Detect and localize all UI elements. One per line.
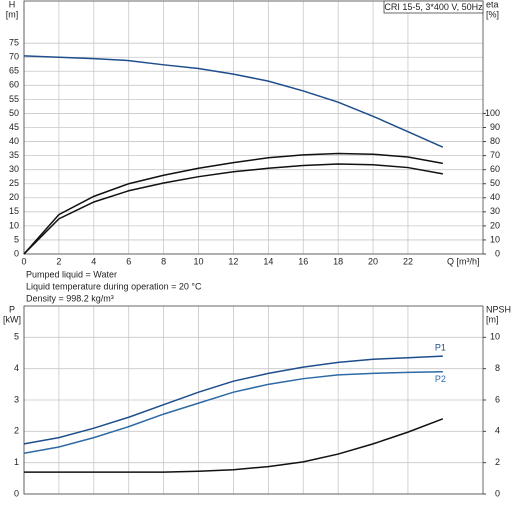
y2-axis-label: [m] <box>486 314 499 324</box>
y-tick-label: 30 <box>9 164 19 174</box>
y-tick-label: 0 <box>14 248 19 258</box>
y2-tick-label: 100 <box>485 108 500 118</box>
y-axis-label: [kW] <box>3 314 21 324</box>
y2-tick-label: 60 <box>490 164 500 174</box>
y-tick-label: 25 <box>9 178 19 188</box>
x-tick-label: 0 <box>21 256 26 266</box>
y2-tick-label: 0 <box>495 248 500 258</box>
y2-tick-label: 0 <box>495 488 500 498</box>
series-line <box>24 418 444 473</box>
y-tick-label: 1 <box>14 457 19 467</box>
y2-axis-label: NPSH <box>486 304 511 314</box>
y-axis-label: P <box>9 304 15 314</box>
y2-tick-label: 80 <box>490 136 500 146</box>
y-tick-label: 35 <box>9 150 19 160</box>
y-tick-label: 5 <box>14 332 19 342</box>
y-tick-label: 0 <box>14 488 19 498</box>
y-tick-label: 3 <box>14 394 19 404</box>
y2-tick-label: 8 <box>495 363 500 373</box>
y-axis-label: H <box>9 0 16 9</box>
y2-tick-label: 6 <box>495 394 500 404</box>
x-tick-label: 20 <box>368 256 378 266</box>
y2-tick-label: 10 <box>490 332 500 342</box>
y2-tick-label: 2 <box>495 457 500 467</box>
info-line: Liquid temperature during operation = 20… <box>26 281 202 291</box>
x-tick-label: 8 <box>161 256 166 266</box>
y-tick-label: 40 <box>9 136 19 146</box>
y2-tick-label: 90 <box>490 122 500 132</box>
y-tick-label: 15 <box>9 206 19 216</box>
y-tick-label: 55 <box>9 94 19 104</box>
series-line <box>23 152 443 255</box>
info-line: Density = 998.2 kg/m³ <box>26 293 114 303</box>
y-tick-label: 10 <box>9 220 19 230</box>
plot-frame <box>23 0 484 255</box>
y-tick-label: 70 <box>9 52 19 62</box>
y2-axis-label: [%] <box>486 9 499 19</box>
y-tick-label: 75 <box>9 38 19 48</box>
y2-axis-label: eta <box>486 0 499 9</box>
y-tick-label: 45 <box>9 122 19 132</box>
x-tick-label: 10 <box>194 256 204 266</box>
x-axis-label: Q [m³/h] <box>447 256 480 266</box>
series-label: P1 <box>435 343 446 353</box>
x-tick-label: 6 <box>126 256 131 266</box>
y-tick-label: 2 <box>14 426 19 436</box>
y-tick-label: 20 <box>9 192 19 202</box>
x-tick-label: 2 <box>56 256 61 266</box>
y2-tick-label: 30 <box>490 206 500 216</box>
x-tick-label: 18 <box>333 256 343 266</box>
info-line: Pumped liquid = Water <box>26 269 117 279</box>
y2-tick-label: 10 <box>490 234 500 244</box>
y-tick-label: 65 <box>9 66 19 76</box>
y-tick-label: 5 <box>14 234 19 244</box>
title-box <box>383 0 484 14</box>
series-line <box>23 355 443 445</box>
x-tick-label: 12 <box>228 256 238 266</box>
y-tick-label: 50 <box>9 108 19 118</box>
series-label: P2 <box>435 374 446 384</box>
y-tick-label: 4 <box>14 363 19 373</box>
x-tick-label: 14 <box>263 256 273 266</box>
y2-tick-label: 70 <box>490 150 500 160</box>
chart-title: CRI 15-5, 3*400 V, 50Hz <box>384 2 483 12</box>
x-tick-label: 16 <box>298 256 308 266</box>
x-tick-label: 22 <box>403 256 413 266</box>
y-axis-label: [m] <box>6 9 19 19</box>
y-tick-label: 60 <box>9 80 19 90</box>
series-line <box>23 55 444 148</box>
y2-tick-label: 50 <box>490 178 500 188</box>
y2-tick-label: 20 <box>490 220 500 230</box>
plot-frame <box>23 305 484 495</box>
y2-tick-label: 40 <box>490 192 500 202</box>
x-tick-label: 4 <box>91 256 96 266</box>
series-line <box>23 163 443 255</box>
series-line <box>23 371 443 455</box>
y2-tick-label: 4 <box>495 426 500 436</box>
